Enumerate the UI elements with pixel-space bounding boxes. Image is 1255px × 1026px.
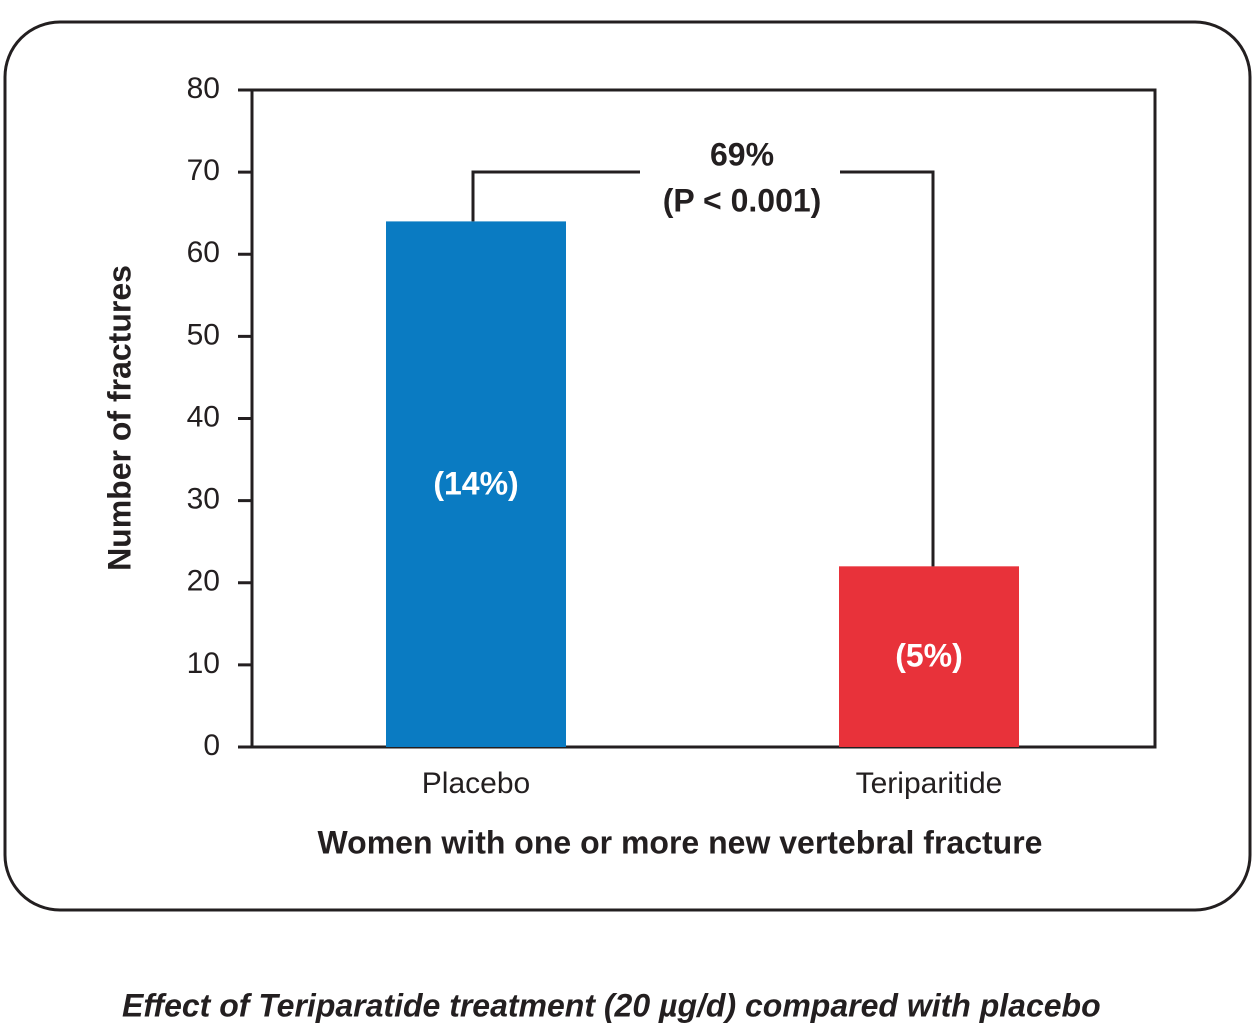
caption: Effect of Teriparatide treatment (20 µg/… [122, 987, 1101, 1023]
comparison-label: 69% [710, 136, 774, 172]
p-value-label: (P < 0.001) [663, 182, 822, 218]
bar [839, 566, 1019, 747]
y-tick-label: 20 [187, 565, 220, 598]
bar-annotation: (14%) [433, 465, 518, 501]
plot-frame [250, 88, 1157, 749]
y-tick-label: 0 [203, 729, 220, 762]
bar-annotation: (5%) [895, 637, 963, 673]
y-tick-label: 10 [187, 647, 220, 680]
y-tick-label: 40 [187, 400, 220, 433]
y-axis-label: Number of fractures [101, 265, 137, 571]
x-axis-label: Women with one or more new vertebral fra… [318, 824, 1043, 860]
x-tick-label: Teriparitide [856, 767, 1003, 800]
x-tick-label: Placebo [422, 767, 530, 800]
y-tick-label: 60 [187, 236, 220, 269]
y-tick-label: 80 [187, 72, 220, 105]
bar [386, 221, 566, 747]
bracket-label-bg [640, 140, 840, 224]
y-tick-label: 70 [187, 154, 220, 187]
frame [3, 20, 1252, 912]
y-tick-label: 50 [187, 318, 220, 351]
y-tick-label: 30 [187, 483, 220, 516]
